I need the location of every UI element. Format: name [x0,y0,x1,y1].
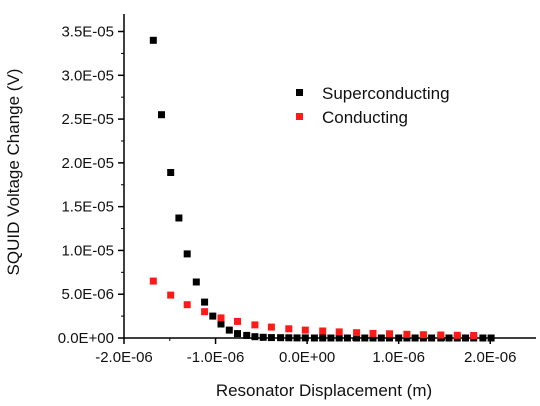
data-point [310,334,318,342]
data-point [267,334,275,342]
x-axis-title: Resonator Displacement (m) [216,381,432,400]
data-point [386,334,393,342]
series-conducting [149,277,478,339]
data-point [411,334,419,342]
data-point [369,329,377,337]
data-point [353,334,361,342]
y-axis-title: SQUID Voltage Change (V) [4,69,23,276]
data-point [386,330,393,338]
data-point [201,298,209,306]
data-point [377,334,385,342]
data-point [149,36,157,44]
legend-label: Conducting [322,108,408,127]
legend: Superconducting Conducting [296,84,450,127]
data-point [445,334,453,342]
data-point [479,334,487,342]
y-tick-label: 3.0E-05 [61,67,114,84]
y-tick-label: 1.0E-05 [61,242,114,259]
x-tick-label: -2.0E-06 [95,349,153,366]
data-point [225,326,233,334]
x-tick-label: 2.0E-06 [464,349,517,366]
data-point [149,277,157,285]
data-point [217,320,225,328]
data-point [251,321,259,329]
data-point [470,332,478,339]
data-point [403,330,411,338]
data-point [285,325,293,333]
data-point [175,214,183,222]
data-point [343,334,351,342]
data-point [234,317,241,325]
data-point [243,331,251,339]
data-point [267,323,275,331]
x-tick-label: 0.0E+00 [279,349,335,366]
x-tick-label: 1.0E-06 [372,349,425,366]
data-point [285,334,293,342]
data-point [217,314,225,322]
data-point [462,334,469,342]
data-point [201,308,209,316]
data-point [301,326,309,334]
x-tick-label: -1.0E-06 [187,349,245,366]
data-point [301,334,309,342]
data-point [167,169,175,176]
data-point [327,334,335,342]
y-tick-label: 5.0E-06 [61,286,114,303]
y-tick-label: 2.0E-05 [61,155,114,172]
y-tick-label: 2.5E-05 [61,111,114,128]
data-point [319,327,327,335]
data-point [183,301,191,309]
data-marks [149,36,495,342]
data-point [437,331,445,339]
y-tick-label: 1.5E-05 [61,199,114,216]
data-point [293,334,301,342]
legend-label: Superconducting [322,84,450,103]
data-point [361,334,369,342]
data-point [428,334,436,342]
y-tick-label: 0.0E+00 [58,330,114,347]
data-point [419,331,427,339]
data-point [158,111,165,119]
data-point [319,334,327,342]
data-point [251,333,259,341]
axes: -2.0E-06 -1.0E-06 0.0E+00 1.0E-06 2.0E-06 0.0… [58,14,536,366]
data-point [487,334,495,342]
data-point [353,329,361,337]
data-point [183,250,191,258]
data-point [167,291,175,299]
data-point [369,334,377,342]
data-point [277,334,285,342]
data-point [335,328,343,336]
data-point [453,331,461,339]
legend-marker [296,89,303,96]
data-point [209,312,217,320]
data-point [395,334,403,342]
data-point [259,333,267,341]
data-point [234,330,241,338]
data-point [403,334,411,342]
y-tick-label: 3.5E-05 [61,24,114,41]
legend-marker [296,113,303,120]
series-superconducting [149,36,495,342]
data-point [192,278,200,286]
data-point [335,334,343,342]
